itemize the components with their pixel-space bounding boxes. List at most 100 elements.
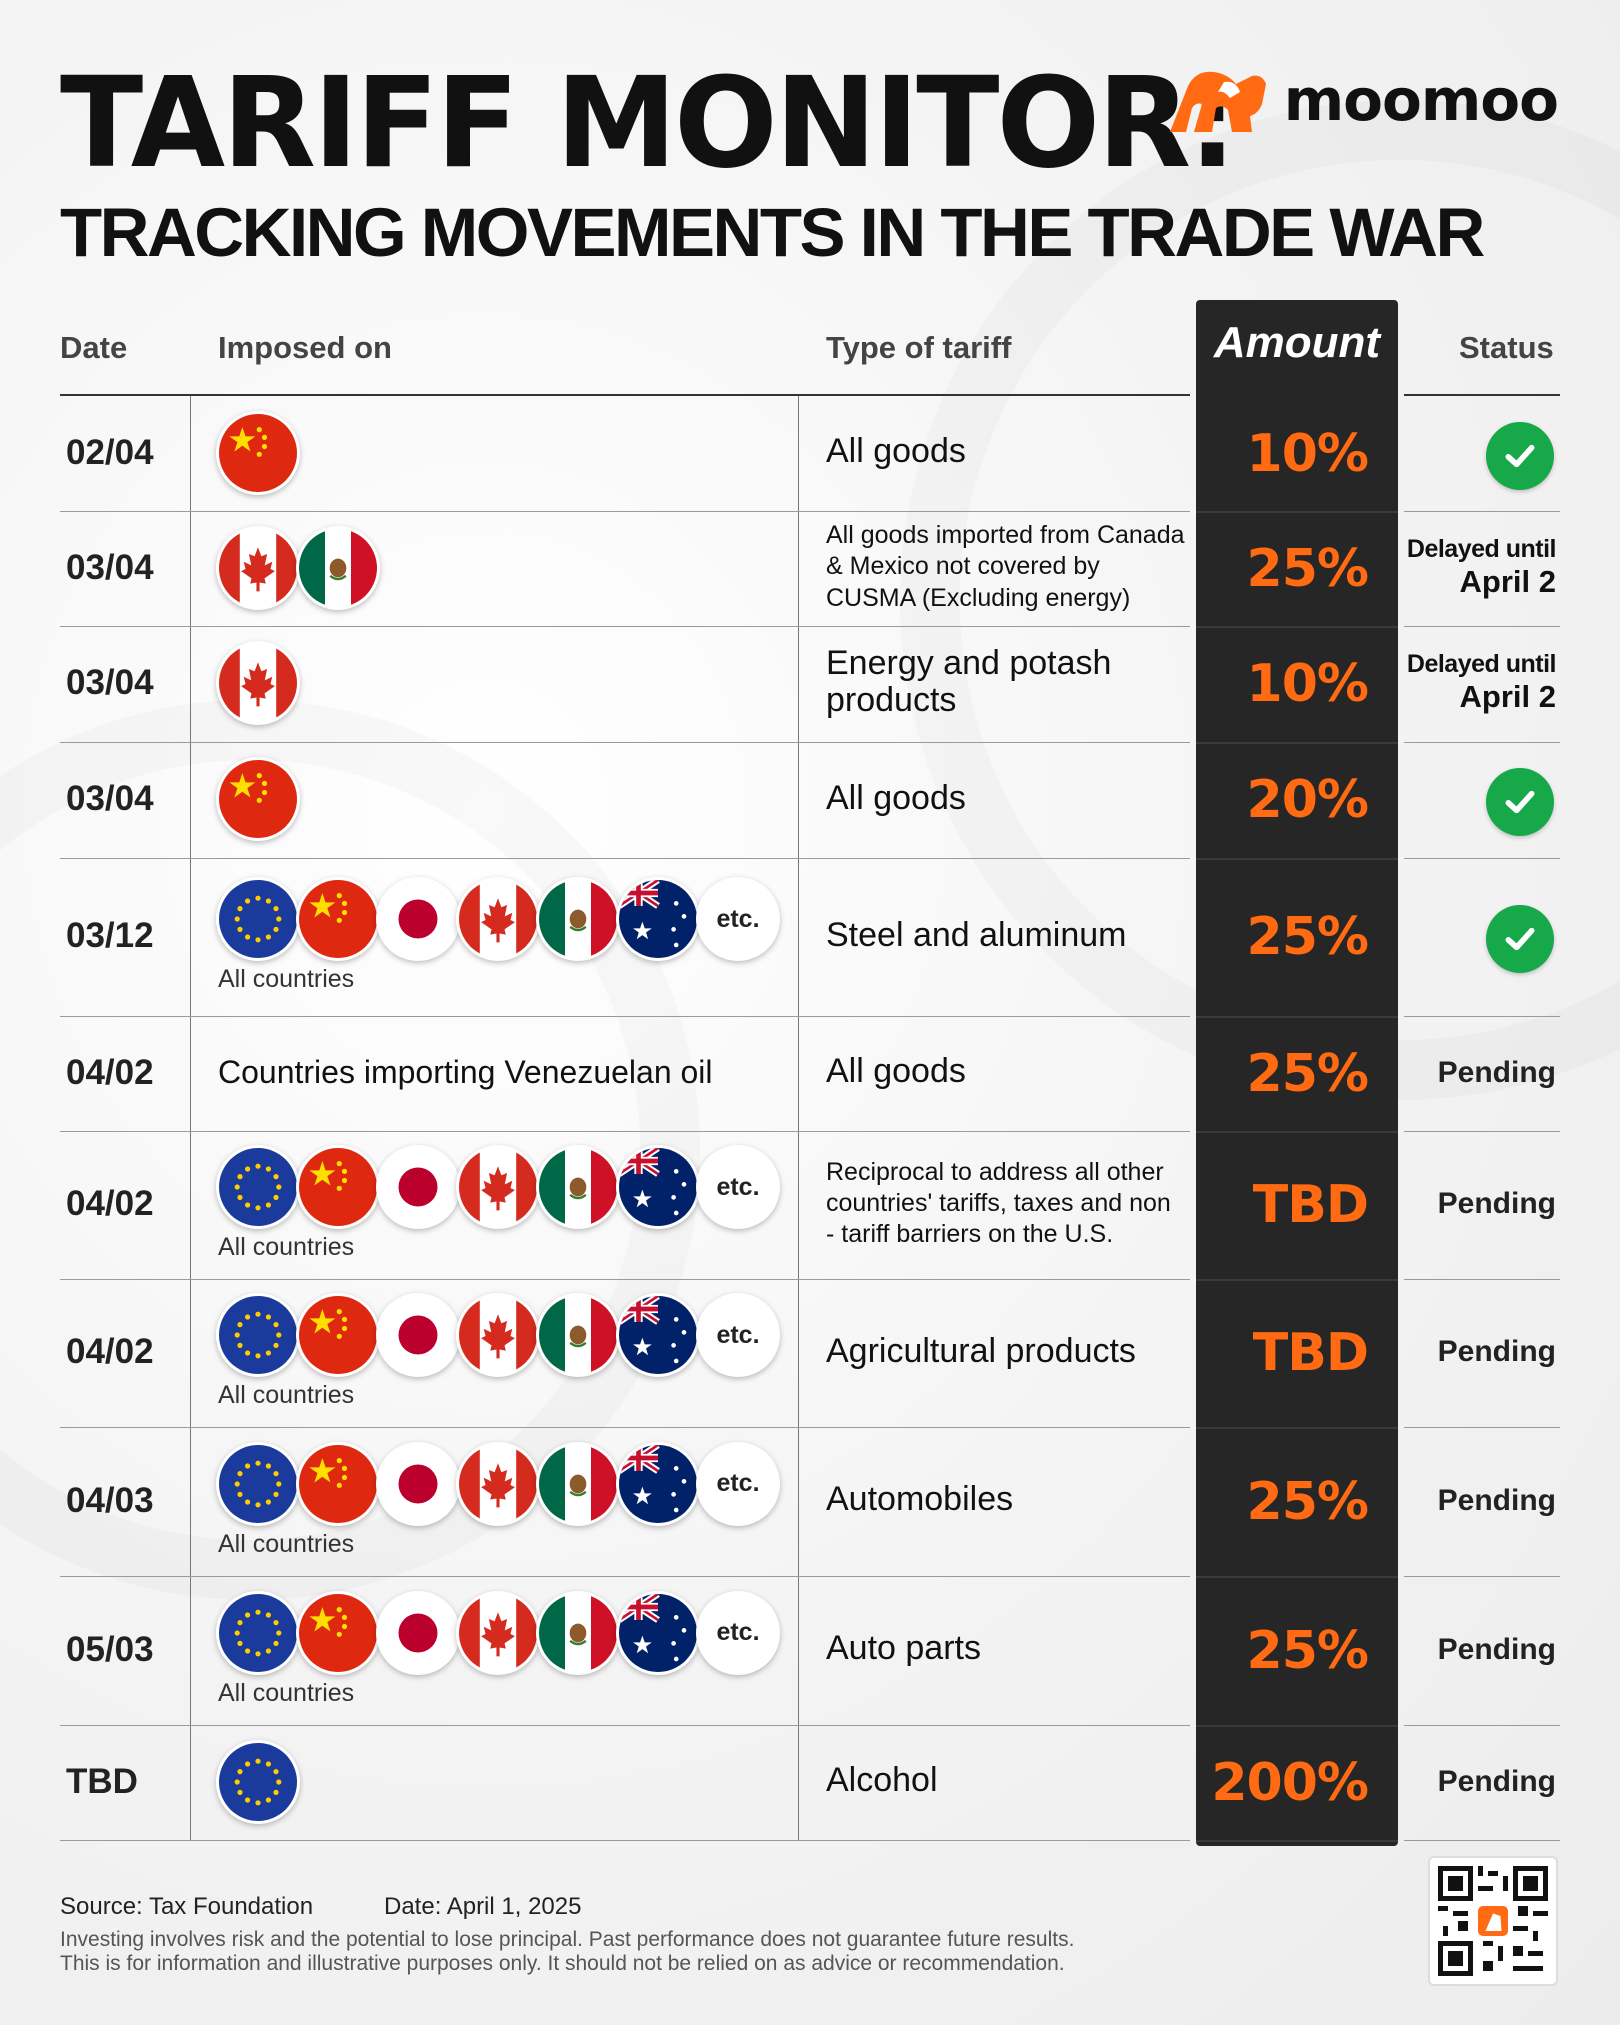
qr-code[interactable] bbox=[1428, 1856, 1558, 1986]
disclaimer-line: This is for information and illustrative… bbox=[60, 1951, 1065, 1975]
row-date: 03/04 bbox=[66, 547, 154, 587]
tariff-type: All goods bbox=[826, 778, 966, 817]
flag-japan-icon bbox=[376, 1293, 460, 1377]
row-divider bbox=[60, 858, 1190, 859]
row-divider bbox=[60, 1427, 1190, 1428]
brand-name: moomoo bbox=[1283, 66, 1559, 134]
tariff-amount: 10% bbox=[1246, 654, 1369, 714]
row-divider bbox=[60, 1840, 1190, 1841]
status-text: Pending bbox=[1437, 1335, 1556, 1368]
country-flags bbox=[216, 525, 380, 610]
tariff-type: Automobiles bbox=[826, 1480, 1014, 1518]
flag-china-icon bbox=[296, 1293, 380, 1377]
status-delayed-label: Delayed until bbox=[1406, 534, 1557, 563]
etc-label: etc. bbox=[716, 1320, 760, 1349]
qr-code-icon bbox=[1438, 1866, 1548, 1976]
status-delayed: Delayed until April 2 bbox=[1406, 650, 1557, 715]
moomoo-logo-icon bbox=[1169, 71, 1266, 132]
status-text: Pending bbox=[1437, 1632, 1556, 1666]
tariff-type: Auto parts bbox=[826, 1629, 981, 1667]
row-divider bbox=[1404, 1576, 1560, 1577]
page-subtitle: TRACKING MOVEMENTS IN THE TRADE WAR bbox=[60, 194, 1485, 271]
row-date: 05/03 bbox=[66, 1629, 154, 1669]
imposed-on-text: Countries importing Venezuelan oil bbox=[218, 1053, 713, 1090]
column-header-date: Date bbox=[60, 330, 128, 365]
flag-mexico-icon bbox=[536, 1590, 620, 1675]
flag-canada-icon bbox=[456, 1145, 540, 1229]
all-countries-label: All countries bbox=[218, 965, 355, 993]
tariff-type: Alcohol bbox=[826, 1761, 938, 1799]
etc-badge: etc. bbox=[696, 1293, 780, 1377]
tariff-type: Agricultural products bbox=[826, 1331, 1136, 1370]
flag-canada-icon bbox=[456, 1293, 540, 1377]
etc-label: etc. bbox=[716, 1618, 760, 1646]
flag-china-icon bbox=[216, 757, 300, 841]
tariff-type: All goods imported from Canada & Mexico … bbox=[826, 521, 1185, 612]
tariff-type: Reciprocal to address all other countrie… bbox=[826, 1157, 1171, 1249]
etc-label: etc. bbox=[716, 1469, 760, 1497]
footer-source: Source: Tax Foundation bbox=[60, 1893, 314, 1920]
flag-canada-icon bbox=[216, 525, 300, 610]
row-divider bbox=[60, 1279, 1190, 1280]
flag-china-icon bbox=[216, 410, 300, 495]
tariff-amount: 25% bbox=[1246, 538, 1369, 599]
country-flags: etc. bbox=[216, 877, 780, 961]
tariff-amount: 25% bbox=[1246, 1620, 1369, 1681]
header-divider bbox=[60, 394, 1190, 396]
flag-china-icon bbox=[296, 1145, 380, 1229]
tariff-type: All goods bbox=[826, 432, 966, 470]
country-flags bbox=[216, 757, 300, 841]
status-delayed: Delayed until April 2 bbox=[1406, 534, 1557, 600]
status-delayed-date: April 2 bbox=[1459, 563, 1556, 599]
flag-australia-icon bbox=[616, 877, 700, 961]
tariff-type: Energy and potash products bbox=[826, 644, 1112, 719]
status-text: Pending bbox=[1437, 1483, 1556, 1517]
flag-canada-icon bbox=[456, 877, 540, 961]
row-date: 03/12 bbox=[66, 916, 154, 955]
row-date: 03/04 bbox=[66, 779, 154, 818]
amount-row-divider bbox=[1196, 1279, 1398, 1281]
etc-badge: etc. bbox=[696, 1590, 780, 1675]
etc-badge: etc. bbox=[696, 1145, 780, 1229]
amount-row-divider bbox=[1196, 1725, 1398, 1727]
country-flags bbox=[216, 410, 300, 495]
flag-eu-icon bbox=[216, 1590, 300, 1675]
flag-japan-icon bbox=[376, 1590, 460, 1675]
amount-row-divider bbox=[1196, 742, 1398, 744]
all-countries-label: All countries bbox=[218, 1529, 355, 1558]
flag-japan-icon bbox=[376, 1441, 460, 1526]
flag-eu-icon bbox=[216, 1145, 300, 1229]
row-divider bbox=[60, 1131, 1190, 1132]
tariff-type: Steel and aluminum bbox=[826, 915, 1127, 954]
flag-australia-icon bbox=[616, 1590, 700, 1675]
flag-canada-icon bbox=[216, 641, 300, 725]
flag-eu-icon bbox=[216, 1739, 300, 1824]
status-text: Pending bbox=[1437, 1764, 1556, 1798]
country-flags bbox=[216, 1739, 300, 1824]
all-countries-label: All countries bbox=[218, 1678, 355, 1707]
row-divider bbox=[60, 626, 1190, 627]
country-flags: etc. bbox=[216, 1145, 780, 1229]
row-divider bbox=[1404, 1131, 1560, 1132]
column-header-status: Status bbox=[1459, 330, 1554, 365]
tariff-amount: TBD bbox=[1252, 1323, 1369, 1383]
flag-china-icon bbox=[296, 1441, 380, 1526]
row-date: 04/02 bbox=[66, 1184, 154, 1223]
header-divider bbox=[1404, 394, 1560, 396]
status-delayed-label: Delayed until bbox=[1406, 650, 1557, 678]
flag-australia-icon bbox=[616, 1145, 700, 1229]
row-date: 03/04 bbox=[66, 663, 154, 702]
row-divider bbox=[1404, 1016, 1560, 1017]
row-divider bbox=[1404, 742, 1560, 743]
column-divider bbox=[190, 396, 191, 1840]
row-divider bbox=[60, 1016, 1190, 1017]
flag-china-icon bbox=[296, 1590, 380, 1675]
status-text: Pending bbox=[1437, 1187, 1556, 1220]
amount-row-divider bbox=[1196, 626, 1398, 628]
country-flags: etc. bbox=[216, 1441, 780, 1526]
etc-label: etc. bbox=[716, 904, 760, 933]
tariff-amount: 20% bbox=[1246, 770, 1369, 830]
tariff-amount: 25% bbox=[1246, 907, 1369, 967]
amount-row-divider bbox=[1196, 511, 1398, 513]
